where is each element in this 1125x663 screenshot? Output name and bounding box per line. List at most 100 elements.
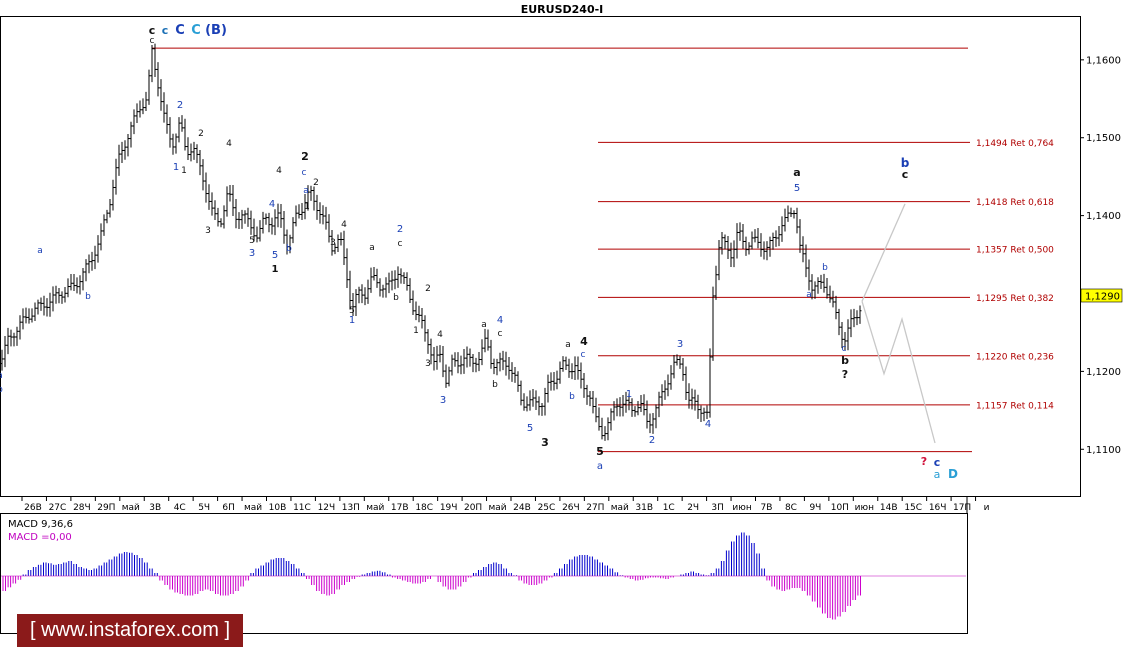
- wave-label: b: [822, 263, 828, 273]
- x-axis-label: 28Ч: [73, 503, 91, 513]
- wave-label: c: [302, 168, 307, 178]
- wave-label: 1: [626, 389, 632, 400]
- x-axis-label: 1С: [663, 503, 675, 513]
- fib-level-label: 1,1418 Ret 0,618: [976, 198, 1054, 208]
- chart-title: EURUSD240-I: [521, 3, 604, 16]
- x-axis-label: 26В: [24, 503, 42, 513]
- x-axis-label: 17В: [391, 503, 409, 513]
- x-axis-label: 10П: [831, 503, 849, 513]
- wave-label: 1: [173, 162, 179, 173]
- wave-label: 4: [705, 419, 711, 430]
- wave-label: c: [162, 24, 169, 37]
- x-axis-label: 11С: [293, 503, 311, 513]
- wave-label: ?: [842, 368, 848, 381]
- wave-label: b: [393, 293, 399, 303]
- current-price-tag: [1080, 288, 1123, 303]
- x-axis-label: май: [122, 503, 140, 513]
- wave-label: 2: [177, 100, 183, 111]
- x-axis-label: 16Ч: [929, 503, 947, 513]
- wave-label: 2: [649, 435, 655, 446]
- x-axis-label: 15С: [904, 503, 922, 513]
- x-axis-label: 10В: [269, 503, 287, 513]
- wave-label: a: [37, 246, 43, 256]
- watermark-logo: [ www.instaforex.com ]: [17, 614, 243, 647]
- x-axis-label: 19Ч: [440, 503, 458, 513]
- wave-label: 3: [425, 359, 431, 369]
- x-axis-label: май: [244, 503, 262, 513]
- wave-label: 3: [541, 436, 549, 449]
- wave-label: b: [286, 244, 292, 254]
- wave-label: D: [948, 467, 958, 481]
- x-axis-label: 7В: [761, 503, 773, 513]
- wave-label: a: [806, 290, 812, 300]
- wave-label: 3: [440, 395, 446, 406]
- wave-label: 5: [272, 250, 278, 261]
- x-axis-label: 5Ч: [198, 503, 210, 513]
- wave-label: b: [569, 392, 575, 402]
- fib-level-label: 1,1157 Ret 0,114: [976, 401, 1054, 411]
- x-axis-label: 13П: [342, 503, 360, 513]
- x-axis-label: 31В: [635, 503, 653, 513]
- wave-label: C: [175, 23, 185, 38]
- price-panel-frame: [0, 16, 1081, 497]
- wave-label: 3: [330, 238, 336, 248]
- wave-label: a: [934, 468, 941, 481]
- x-axis-label: 3П: [711, 503, 724, 513]
- wave-label: b: [85, 292, 91, 302]
- x-axis-label: 25С: [538, 503, 556, 513]
- wave-label: a: [481, 320, 487, 330]
- wave-label: b: [492, 380, 498, 390]
- wave-label: 5: [249, 236, 255, 246]
- x-axis-label: 8С: [785, 503, 797, 513]
- wave-label: 1: [181, 166, 187, 176]
- wave-label: 5: [596, 445, 604, 458]
- wave-label: 3: [249, 248, 255, 259]
- wave-label: c: [149, 24, 156, 37]
- x-axis-label: май: [488, 503, 506, 513]
- wave-label: c: [581, 350, 586, 360]
- wave-label: 2: [313, 178, 319, 188]
- wave-label: 1: [272, 264, 279, 275]
- fib-level-label: 1,1494 Ret 0,764: [976, 139, 1054, 149]
- y-axis-label: 1,1500: [1086, 133, 1121, 144]
- projection-path-up: [861, 203, 906, 302]
- wave-label: c: [842, 344, 847, 354]
- x-axis-label: 6П: [222, 503, 235, 513]
- current-price: 1,1290: [1085, 292, 1120, 303]
- wave-label: 4: [226, 139, 232, 149]
- wave-label: a: [565, 340, 571, 350]
- fib-level-label: 1,1357 Ret 0,500: [976, 246, 1054, 256]
- wave-label: 4: [497, 315, 503, 326]
- wave-label: c: [398, 239, 403, 249]
- wave-label: 2: [301, 150, 309, 163]
- wave-label: a: [303, 186, 309, 196]
- wave-label: 2: [397, 224, 403, 235]
- wave-label: 4: [437, 330, 443, 340]
- wave-label: a: [0, 371, 3, 381]
- x-axis-label: май: [611, 503, 629, 513]
- wave-label: c: [934, 456, 941, 469]
- wave-label: c: [902, 168, 909, 181]
- fib-level-label: 1,1220 Ret 0,236: [976, 352, 1054, 362]
- wave-label: c: [150, 36, 155, 46]
- x-axis-label: 9Ч: [809, 503, 821, 513]
- wave-label: 1: [349, 315, 355, 326]
- wave-label: (B): [205, 23, 227, 38]
- projection-path-down: [861, 301, 936, 444]
- wave-label: 5: [349, 306, 355, 316]
- x-axis-label: 3В: [149, 503, 161, 513]
- x-axis-label: 29П: [97, 503, 115, 513]
- wave-label: 2: [198, 129, 204, 139]
- wave-label: a: [597, 461, 603, 472]
- x-axis-label: 18С: [415, 503, 433, 513]
- x-axis-label: 17П: [953, 503, 971, 513]
- wave-label: 1: [413, 326, 419, 336]
- x-axis-label: июн: [732, 503, 751, 513]
- x-axis-label: и: [984, 503, 990, 513]
- x-axis-label: 20П: [464, 503, 482, 513]
- y-axis-label: 1,1400: [1086, 211, 1121, 222]
- x-axis-label: 27П: [586, 503, 604, 513]
- x-axis-label: 2Ч: [687, 503, 699, 513]
- wave-label: 4: [580, 335, 588, 348]
